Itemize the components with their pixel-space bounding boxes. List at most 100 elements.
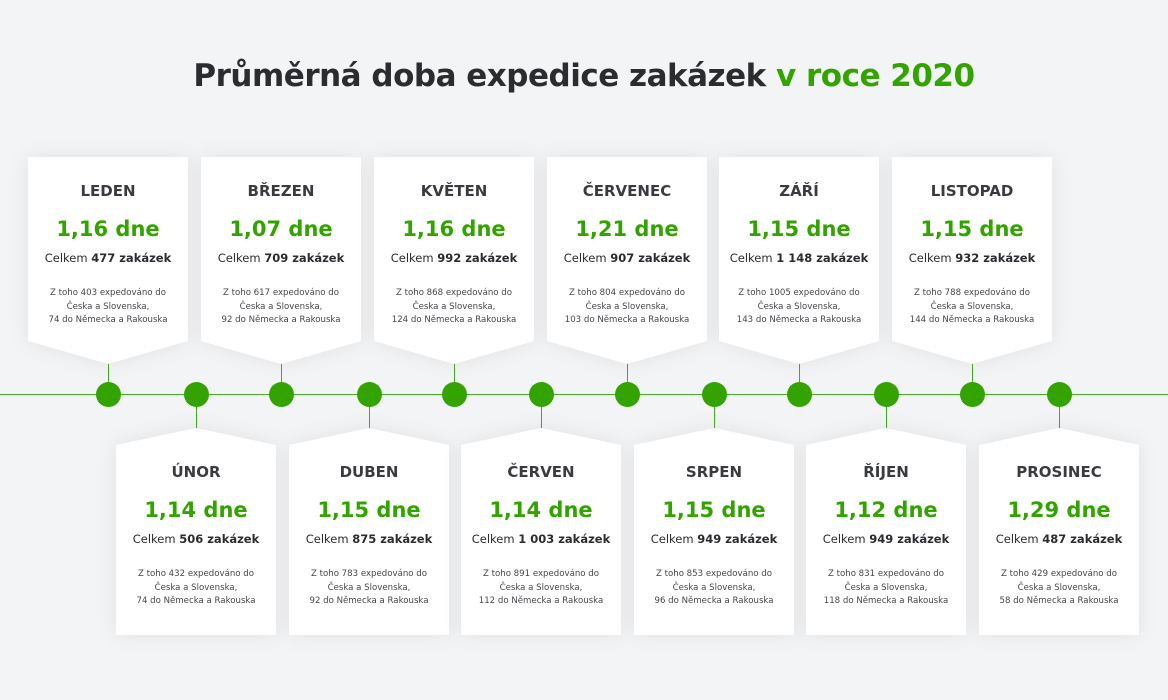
timeline-dot — [441, 382, 467, 407]
breakdown: Z toho 891 expedováno do Česka a Slovens… — [461, 568, 621, 609]
average-days: 1,12 dne — [834, 498, 938, 522]
month-card: ZÁŘÍ 1,15 dne Celkem 1 148 zakázek Z toh… — [719, 157, 879, 364]
total-prefix: Celkem — [995, 532, 1039, 546]
connector-line — [713, 405, 715, 431]
breakdown: Z toho 1005 expedováno do Česka a Sloven… — [719, 287, 879, 328]
month-name: ČERVENEC — [582, 182, 672, 200]
connector-line — [195, 405, 197, 431]
total-count: 477 zakázek — [91, 251, 172, 265]
breakdown-line: Česka a Slovenska, — [154, 582, 238, 593]
total-prefix: Celkem — [908, 251, 952, 265]
total-orders: Celkem 932 zakázek — [892, 249, 1052, 267]
total-orders: Celkem 1 148 zakázek — [719, 249, 879, 267]
title-accent: v roce 2020 — [776, 58, 975, 94]
breakdown-line: Z toho 403 expedováno do — [50, 288, 166, 298]
breakdown-line: Česka a Slovenska, — [930, 301, 1014, 312]
breakdown-line: Česka a Slovenska, — [672, 582, 756, 593]
timeline-dot — [786, 382, 812, 407]
month-card: ČERVENEC 1,21 dne Celkem 907 zakázek Z t… — [547, 157, 707, 364]
breakdown: Z toho 432 expedováno do Česka a Slovens… — [116, 568, 276, 609]
breakdown: Z toho 429 expedováno do Česka a Slovens… — [979, 568, 1139, 609]
average-days: 1,15 dne — [747, 217, 851, 241]
breakdown: Z toho 788 expedováno do Česka a Slovens… — [892, 287, 1052, 328]
breakdown-line: 143 do Německa a Rakouska — [736, 315, 862, 325]
month-name: ZÁŘÍ — [779, 182, 819, 200]
total-count: 949 zakázek — [869, 532, 950, 546]
total-prefix: Celkem — [305, 532, 349, 546]
timeline-dot — [528, 382, 554, 407]
total-orders: Celkem 949 zakázek — [634, 530, 794, 548]
total-orders: Celkem 875 zakázek — [289, 530, 449, 548]
breakdown-line: Česka a Slovenska, — [66, 301, 150, 312]
month-name: DUBEN — [339, 463, 399, 481]
total-count: 709 zakázek — [264, 251, 345, 265]
total-count: 949 zakázek — [697, 532, 778, 546]
breakdown: Z toho 403 expedováno do Česka a Slovens… — [28, 287, 188, 328]
month-card: DUBEN 1,15 dne Celkem 875 zakázek Z toho… — [289, 428, 449, 635]
total-orders: Celkem 1 003 zakázek — [461, 530, 621, 548]
month-card: LISTOPAD 1,15 dne Celkem 932 zakázek Z t… — [892, 157, 1052, 364]
connector-line — [453, 360, 455, 384]
month-name: LEDEN — [80, 182, 136, 200]
breakdown-line: Z toho 617 expedováno do — [223, 288, 339, 298]
total-orders: Celkem 477 zakázek — [28, 249, 188, 267]
total-prefix: Celkem — [44, 251, 88, 265]
total-orders: Celkem 949 zakázek — [806, 530, 966, 548]
breakdown-line: Česka a Slovenska, — [327, 582, 411, 593]
page-title: Průměrná doba expedice zakázek v roce 20… — [0, 58, 1168, 94]
month-card-body: ČERVEN 1,14 dne Celkem 1 003 zakázek Z t… — [461, 428, 621, 635]
month-name: ČERVEN — [507, 463, 575, 481]
month-name: PROSINEC — [1016, 463, 1102, 481]
timeline-axis — [0, 394, 1168, 395]
average-days: 1,15 dne — [920, 217, 1024, 241]
connector-line — [798, 360, 800, 384]
breakdown: Z toho 853 expedováno do Česka a Slovens… — [634, 568, 794, 609]
month-card-body: BŘEZEN 1,07 dne Celkem 709 zakázek Z toh… — [201, 157, 361, 364]
connector-line — [540, 405, 542, 431]
breakdown-line: Česka a Slovenska, — [499, 582, 583, 593]
month-card: LEDEN 1,16 dne Celkem 477 zakázek Z toho… — [28, 157, 188, 364]
month-name: ÚNOR — [171, 463, 221, 481]
breakdown-line: 124 do Německa a Rakouska — [391, 315, 517, 325]
total-prefix: Celkem — [132, 532, 176, 546]
total-count: 506 zakázek — [179, 532, 260, 546]
timeline-dot — [959, 382, 985, 407]
total-orders: Celkem 907 zakázek — [547, 249, 707, 267]
breakdown-line: Z toho 429 expedováno do — [1001, 569, 1117, 579]
month-card-body: ŘÍJEN 1,12 dne Celkem 949 zakázek Z toho… — [806, 428, 966, 635]
total-count: 907 zakázek — [610, 251, 691, 265]
total-orders: Celkem 709 zakázek — [201, 249, 361, 267]
connector-line — [971, 360, 973, 384]
breakdown-line: Z toho 891 expedováno do — [483, 569, 599, 579]
timeline-dot — [356, 382, 382, 407]
month-card-body: DUBEN 1,15 dne Celkem 875 zakázek Z toho… — [289, 428, 449, 635]
month-card-body: LISTOPAD 1,15 dne Celkem 932 zakázek Z t… — [892, 157, 1052, 364]
breakdown-line: Z toho 853 expedováno do — [656, 569, 772, 579]
total-prefix: Celkem — [217, 251, 261, 265]
breakdown: Z toho 831 expedováno do Česka a Slovens… — [806, 568, 966, 609]
total-orders: Celkem 992 zakázek — [374, 249, 534, 267]
timeline-dot — [614, 382, 640, 407]
breakdown-line: Česka a Slovenska, — [239, 301, 323, 312]
breakdown-line: Česka a Slovenska, — [844, 582, 928, 593]
total-prefix: Celkem — [390, 251, 434, 265]
breakdown-line: 144 do Německa a Rakouska — [909, 315, 1035, 325]
breakdown-line: Z toho 868 expedováno do — [396, 288, 512, 298]
month-card-body: PROSINEC 1,29 dne Celkem 487 zakázek Z t… — [979, 428, 1139, 635]
month-card: PROSINEC 1,29 dne Celkem 487 zakázek Z t… — [979, 428, 1139, 635]
breakdown-line: Z toho 783 expedováno do — [311, 569, 427, 579]
total-count: 1 003 zakázek — [518, 532, 611, 546]
month-name: BŘEZEN — [247, 182, 315, 200]
breakdown-line: Z toho 432 expedováno do — [138, 569, 254, 579]
breakdown-line: Z toho 788 expedováno do — [914, 288, 1030, 298]
connector-line — [107, 360, 109, 384]
connector-line — [280, 360, 282, 384]
breakdown: Z toho 804 expedováno do Česka a Slovens… — [547, 287, 707, 328]
total-count: 1 148 zakázek — [776, 251, 869, 265]
average-days: 1,15 dne — [317, 498, 421, 522]
breakdown-line: 74 do Německa a Rakouska — [48, 315, 168, 325]
total-count: 487 zakázek — [1042, 532, 1123, 546]
month-card: BŘEZEN 1,07 dne Celkem 709 zakázek Z toh… — [201, 157, 361, 364]
month-card: SRPEN 1,15 dne Celkem 949 zakázek Z toho… — [634, 428, 794, 635]
total-count: 992 zakázek — [437, 251, 518, 265]
